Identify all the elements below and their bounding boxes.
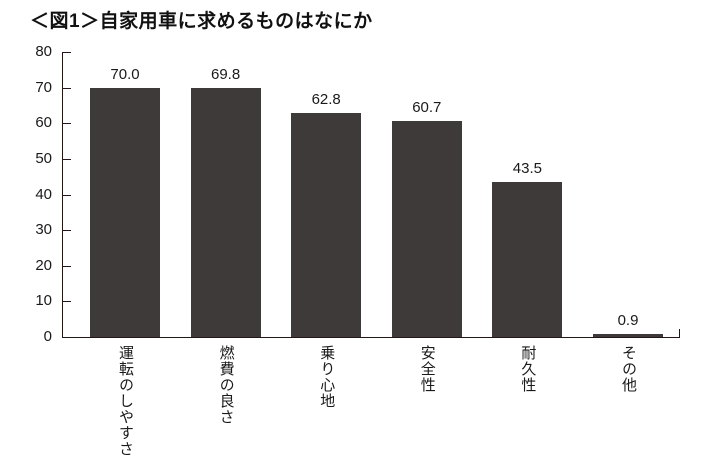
y-tick-label: 50 [35,149,52,167]
bar [291,113,362,337]
y-tick-label: 80 [35,43,52,60]
bar-value-label: 70.0 [110,65,140,83]
bar-value-label: 0.9 [617,311,639,329]
y-tick [63,230,71,232]
y-tick-label: 10 [35,292,52,310]
bar-value-label: 69.8 [210,66,241,84]
bar [190,88,261,337]
y-tick [63,87,71,89]
category-label: 乗り心地 [318,345,336,409]
y-tick [63,301,71,303]
category-label: その他 [620,345,637,393]
bar-value-label: 62.8 [311,91,341,109]
category-label: 安全性 [418,345,436,393]
category-label: 運転のしやすさ [117,345,134,457]
y-tick [63,194,71,196]
y-tick-label: 20 [35,256,52,274]
x-axis-line [62,337,679,338]
bar [492,182,563,337]
x-axis-end-tick [679,329,680,338]
y-tick-label: 0 [43,328,52,345]
y-tick-label: 60 [35,114,52,132]
y-tick [63,265,71,267]
bar [391,120,462,337]
bar-value-label: 43.5 [512,160,542,178]
chart-title: ＜図1＞自家用車に求めるものはなにか [30,11,373,32]
bar [593,333,663,337]
y-axis-line [62,52,63,337]
y-tick [63,158,71,160]
bar-value-label: 60.7 [412,98,442,116]
y-tick-label: 40 [35,185,52,203]
y-tick [63,52,71,53]
category-label: 燃費の良さ [217,345,235,425]
y-tick [63,123,71,125]
y-tick-label: 70 [35,78,52,96]
bar [90,87,160,337]
y-tick-label: 30 [35,221,52,239]
category-label: 耐久性 [519,345,537,393]
